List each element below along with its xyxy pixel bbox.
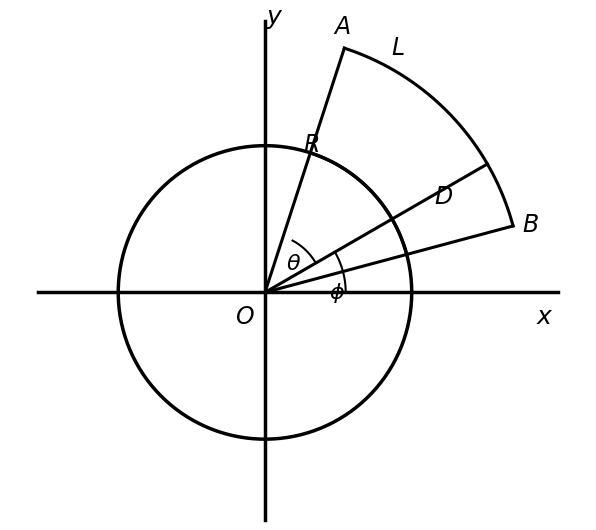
Text: $y$: $y$ <box>266 8 284 31</box>
Text: $O$: $O$ <box>235 306 254 329</box>
Text: $B$: $B$ <box>522 215 539 237</box>
Text: $D$: $D$ <box>433 186 452 208</box>
Text: $L$: $L$ <box>392 37 405 60</box>
Text: $A$: $A$ <box>333 16 350 39</box>
Text: $x$: $x$ <box>536 306 554 329</box>
Text: $\theta$: $\theta$ <box>287 253 302 275</box>
Text: $\phi$: $\phi$ <box>329 281 345 305</box>
Text: $R$: $R$ <box>303 134 319 157</box>
